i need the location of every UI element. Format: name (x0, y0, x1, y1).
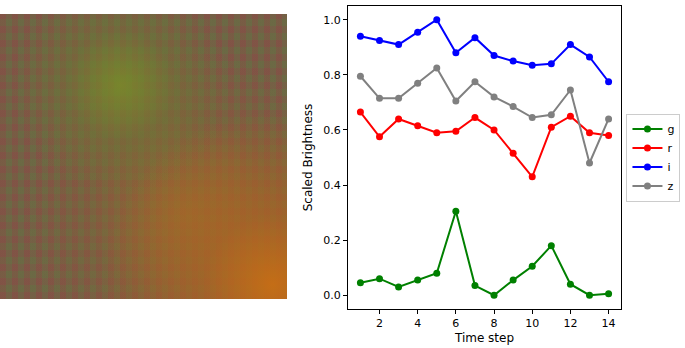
svg-text:Scaled Brightness: Scaled Brightness (301, 104, 315, 212)
svg-text:Time step: Time step (454, 331, 514, 345)
svg-text:1.0: 1.0 (323, 14, 341, 27)
svg-text:10: 10 (525, 317, 539, 330)
svg-text:12: 12 (563, 317, 577, 330)
svg-text:4: 4 (414, 317, 421, 330)
svg-text:8: 8 (491, 317, 498, 330)
svg-text:z: z (667, 180, 673, 193)
svg-text:i: i (667, 161, 670, 174)
svg-text:0.6: 0.6 (323, 124, 341, 137)
svg-text:0.8: 0.8 (323, 69, 341, 82)
svg-text:14: 14 (602, 317, 616, 330)
svg-text:g: g (667, 123, 674, 136)
svg-text:0.2: 0.2 (323, 234, 341, 247)
svg-text:6: 6 (452, 317, 459, 330)
svg-text:0.4: 0.4 (323, 179, 341, 192)
svg-text:0.0: 0.0 (323, 289, 341, 302)
svg-text:2: 2 (376, 317, 383, 330)
svg-text:r: r (667, 142, 672, 155)
